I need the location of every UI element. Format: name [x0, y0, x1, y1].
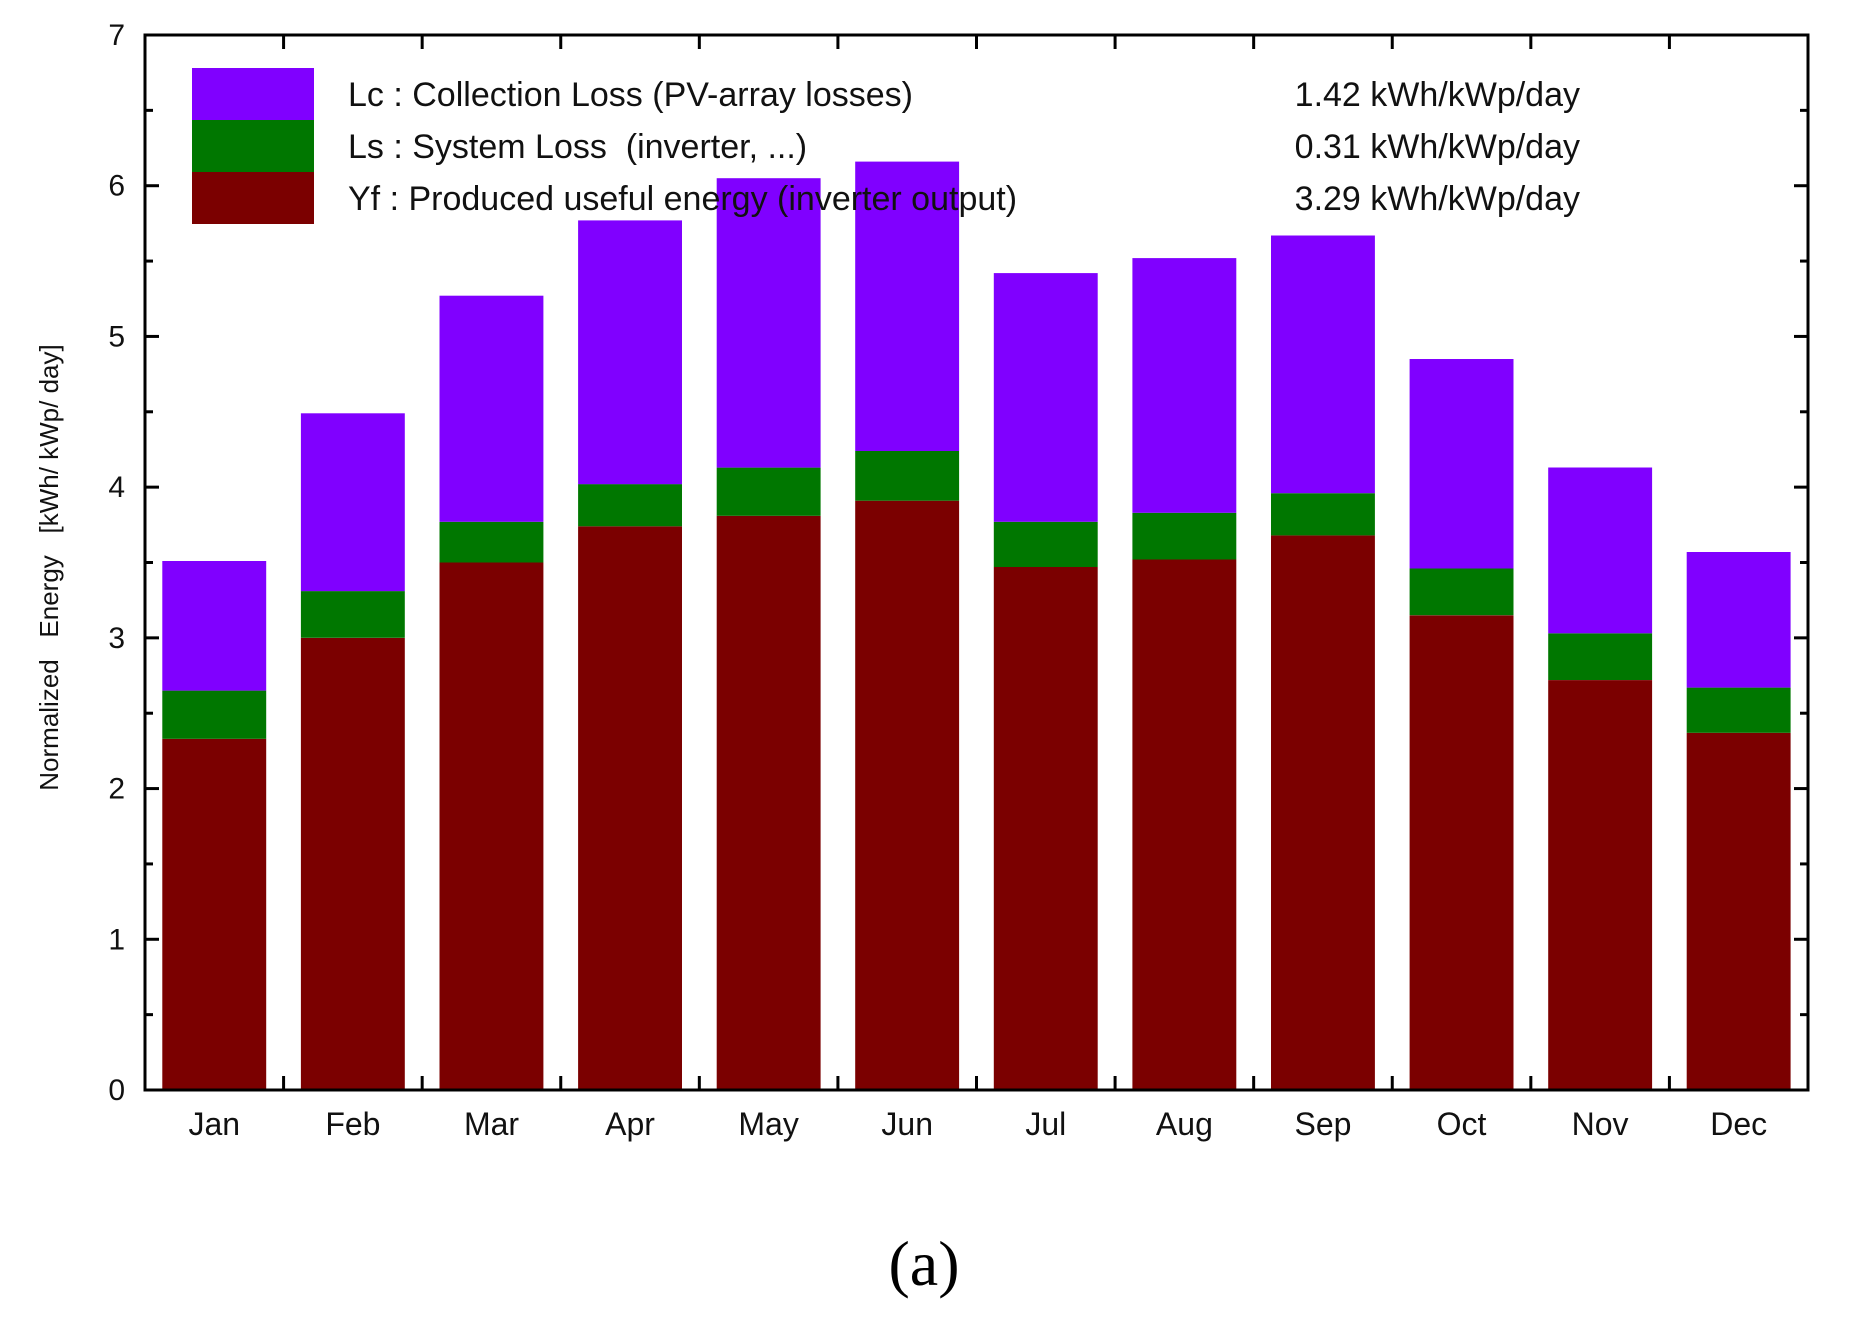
- x-tick-label-jan: Jan: [189, 1106, 241, 1142]
- legend: Lc : Collection Loss (PV-array losses) 1.…: [192, 68, 1580, 224]
- x-tick-label-aug: Aug: [1156, 1106, 1213, 1142]
- bar-lc-sep: [1271, 235, 1375, 494]
- bar-yf-mar: [439, 562, 544, 1090]
- bar-ls-dec: [1686, 687, 1791, 733]
- legend-value-yf: 3.29 kWh/kWp/day: [1295, 180, 1580, 218]
- bar-ls-jul: [993, 521, 1098, 567]
- x-tick-label-feb: Feb: [325, 1106, 380, 1142]
- x-tick-label-jun: Jun: [881, 1106, 933, 1142]
- bar-ls-jan: [162, 690, 267, 739]
- x-tick-label-oct: Oct: [1437, 1106, 1487, 1142]
- bar-lc-may: [716, 178, 821, 468]
- legend-value-ls: 0.31 kWh/kWp/day: [1295, 128, 1580, 166]
- legend-value-lc: 1.42 kWh/kWp/day: [1295, 76, 1580, 114]
- x-tick-label-apr: Apr: [605, 1106, 655, 1142]
- bar-lc-aug: [1132, 258, 1237, 513]
- bar-lc-jul: [993, 273, 1098, 522]
- legend-swatch-yf: [192, 172, 314, 224]
- bar-yf-jul: [993, 567, 1098, 1090]
- y-tick-label: 4: [108, 471, 125, 504]
- y-tick-label: 7: [108, 19, 125, 52]
- y-axis-label: Normalized Energy [kWh/ kWp/ day]: [34, 344, 64, 790]
- bar-yf-apr: [578, 526, 682, 1090]
- x-tick-label-dec: Dec: [1710, 1106, 1767, 1142]
- y-tick-label: 3: [108, 622, 125, 655]
- bar-yf-oct: [1409, 615, 1514, 1091]
- legend-label-lc: Lc : Collection Loss (PV-array losses): [348, 76, 913, 114]
- bar-lc-apr: [578, 220, 682, 485]
- bar-ls-jun: [855, 451, 960, 501]
- bar-ls-apr: [578, 484, 682, 527]
- legend-swatch-ls: [192, 120, 314, 172]
- bar-yf-feb: [300, 637, 405, 1090]
- y-tick-label: 2: [108, 773, 125, 806]
- x-tick-label-mar: Mar: [464, 1106, 519, 1142]
- bar-yf-nov: [1548, 680, 1653, 1090]
- y-tick-label: 0: [108, 1074, 125, 1107]
- bar-yf-aug: [1132, 559, 1237, 1090]
- bar-ls-may: [716, 467, 821, 516]
- bar-lc-nov: [1548, 467, 1653, 634]
- legend-label-yf: Yf : Produced useful energy (inverter ou…: [348, 180, 1017, 218]
- bar-ls-aug: [1132, 512, 1237, 560]
- bars-group: [162, 161, 1791, 1091]
- bar-lc-oct: [1409, 359, 1514, 569]
- bar-lc-jun: [855, 161, 960, 451]
- bar-ls-nov: [1548, 633, 1653, 680]
- bar-yf-jun: [855, 500, 960, 1090]
- bar-ls-feb: [300, 591, 405, 638]
- bar-ls-sep: [1271, 493, 1375, 536]
- bar-yf-may: [716, 515, 821, 1090]
- legend-label-ls: Ls : System Loss (inverter, ...): [348, 128, 807, 166]
- bar-ls-oct: [1409, 568, 1514, 616]
- y-tick-label: 6: [108, 170, 125, 203]
- bar-lc-dec: [1686, 552, 1791, 688]
- bar-yf-jan: [162, 738, 267, 1090]
- bar-yf-dec: [1686, 732, 1791, 1090]
- figure-caption: (a): [888, 1228, 959, 1299]
- bar-lc-mar: [439, 295, 544, 522]
- bar-lc-jan: [162, 561, 267, 691]
- bar-ls-mar: [439, 521, 544, 563]
- x-tick-label-jul: Jul: [1025, 1106, 1066, 1142]
- x-tick-label-nov: Nov: [1572, 1106, 1629, 1142]
- axes-group: 0 1 2 3 4 5 6 7 Jan Feb Mar Apr May Jun Jul Aug Sep Oct No…: [108, 19, 1810, 1142]
- y-tick-label: 1: [108, 923, 125, 956]
- y-tick-label: 5: [108, 320, 125, 353]
- x-tick-label-may: May: [738, 1106, 798, 1142]
- bar-lc-feb: [300, 413, 405, 592]
- legend-swatch-lc: [192, 68, 314, 120]
- bar-yf-sep: [1271, 535, 1375, 1090]
- x-tick-label-sep: Sep: [1295, 1106, 1352, 1142]
